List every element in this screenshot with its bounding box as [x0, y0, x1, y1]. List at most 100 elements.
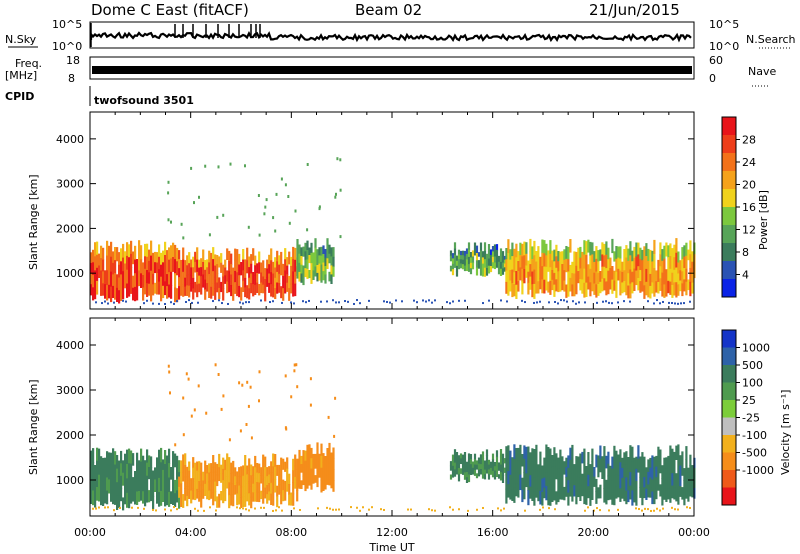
velocity-colorbar-tick-label: -25 [742, 412, 760, 425]
nave-tick-top: 60 [709, 54, 723, 67]
x-tick-label: 12:00 [376, 526, 408, 539]
freq-panel-frame [89, 56, 695, 80]
power-colorbar-swatch [722, 117, 736, 136]
velocity-colorbar-swatch [722, 487, 736, 506]
velocity-ground-scatter [92, 506, 691, 512]
power-region-1 [178, 246, 299, 302]
velocity-colorbar-tick-label: 500 [742, 359, 763, 372]
velocity-region-0 [90, 447, 181, 511]
power-region-0 [90, 240, 181, 304]
freq-tick-top: 18 [66, 54, 80, 67]
nave-label: Nave [748, 65, 776, 78]
velocity-colorbar-label: Velocity [m s⁻¹] [779, 390, 792, 475]
x-tick-label: 04:00 [175, 526, 207, 539]
power-y-axis: 1000 2000 3000 4000 [56, 112, 695, 309]
velocity-heatmap [90, 363, 696, 512]
power-y-tick-label: 4000 [56, 133, 84, 146]
power-colorbar-tick-label: 4 [742, 269, 749, 282]
radar-title: Dome C East (fitACF) [91, 1, 249, 19]
x-tick-label: 00:00 [678, 526, 710, 539]
time-axis: 00:00 04:00 08:00 12:00 16:00 20:00 00:00 [74, 526, 710, 539]
x-tick-label: 16:00 [477, 526, 509, 539]
power-colorbar-tick-label: 8 [742, 246, 749, 259]
velocity-y-axis: 1000 2000 3000 4000 [56, 318, 695, 516]
velocity-y-tick-label: 1000 [56, 474, 84, 487]
velocity-region-3 [449, 449, 507, 483]
power-colorbar-swatch [722, 225, 736, 244]
velocity-colorbar-swatch [722, 330, 736, 348]
velocity-colorbar-swatch [722, 417, 736, 436]
velocity-sporadic [167, 363, 337, 447]
power-y-label: Slant Range [km] [27, 174, 40, 270]
power-colorbar-swatch [722, 243, 736, 262]
nsky-label: N.Sky [5, 33, 37, 46]
power-colorbar-label: Power [dB] [757, 190, 770, 250]
velocity-colorbar-swatch [722, 382, 736, 401]
nsky-trace [89, 23, 692, 47]
freq-tick-bottom: 8 [68, 72, 75, 85]
power-colorbar-tick-label: 20 [742, 179, 756, 192]
nsky-tick-bottom: 10^0 [52, 40, 82, 53]
nsearch-label: N.Search [746, 33, 796, 46]
power-y-tick-label: 1000 [56, 267, 84, 280]
power-colorbar-swatch [722, 261, 736, 280]
date-label: 21/Jun/2015 [589, 1, 680, 19]
velocity-colorbar-tick-label: 100 [742, 377, 763, 390]
nsky-panel-frame [89, 21, 695, 49]
velocity-colorbar-tick-label: 25 [742, 394, 756, 407]
velocity-colorbar-swatch [722, 347, 736, 366]
velocity-colorbar-swatch [722, 400, 736, 418]
freq-unit: [MHz] [5, 69, 37, 82]
velocity-y-label: Slant Range [km] [27, 379, 40, 475]
velocity-colorbar-tick-label: 1000 [742, 342, 770, 355]
velocity-colorbar-swatch [722, 452, 736, 471]
x-axis-label: Time UT [368, 541, 414, 554]
nsky-line [89, 30, 692, 43]
beam-label: Beam 02 [355, 1, 422, 19]
velocity-region-4 [505, 444, 696, 506]
velocity-colorbar: 1000 500 100 25 -25 -100 -500 -1000 [721, 329, 774, 506]
velocity-y-tick-label: 2000 [56, 429, 84, 442]
power-colorbar-swatch [722, 207, 736, 226]
velocity-colorbar-tick-label: -100 [742, 429, 767, 442]
cpid-label: CPID [5, 90, 34, 103]
power-y-tick-label: 3000 [56, 178, 84, 191]
power-colorbar-swatch [722, 135, 736, 154]
x-tick-label: 20:00 [577, 526, 609, 539]
velocity-y-tick-label: 4000 [56, 339, 84, 352]
velocity-colorbar-tick-label: -1000 [742, 464, 774, 477]
power-colorbar-tick-label: 24 [742, 156, 756, 169]
power-region-3 [449, 242, 507, 277]
power-colorbar-tick-label: 16 [742, 201, 756, 214]
velocity-colorbar-swatch [722, 435, 736, 453]
velocity-region-2 [296, 442, 335, 493]
power-colorbar-tick-label: 28 [742, 134, 756, 147]
power-region-4 [505, 238, 696, 299]
velocity-colorbar-swatch [722, 470, 736, 488]
power-colorbar: 4 8 12 16 20 24 28 [721, 116, 756, 298]
power-colorbar-swatch [722, 171, 736, 190]
x-tick-label: 08:00 [275, 526, 307, 539]
power-region-2 [296, 238, 335, 286]
power-ground-scatter [95, 299, 691, 305]
cpid-value: twofsound 3501 [94, 94, 194, 107]
velocity-colorbar-tick-label: -500 [742, 447, 767, 460]
power-sporadic [167, 157, 342, 240]
power-colorbar-swatch [722, 153, 736, 172]
power-colorbar-swatch [722, 189, 736, 208]
velocity-y-tick-label: 3000 [56, 384, 84, 397]
nave-tick-bottom: 0 [709, 72, 716, 85]
power-y-tick-label: 2000 [56, 222, 84, 235]
freq-trace [92, 66, 692, 74]
nsearch-tick-top: 10^5 [709, 18, 739, 31]
power-colorbar-swatch [722, 279, 736, 298]
nsky-tick-top: 10^5 [52, 18, 82, 31]
nsearch-tick-bottom: 10^0 [709, 40, 739, 53]
freq-label: Freq. [15, 57, 42, 70]
velocity-colorbar-swatch [722, 365, 736, 383]
velocity-region-1 [178, 453, 299, 509]
power-colorbar-tick-label: 12 [742, 224, 756, 237]
x-tick-label: 00:00 [74, 526, 106, 539]
power-heatmap [90, 157, 696, 305]
